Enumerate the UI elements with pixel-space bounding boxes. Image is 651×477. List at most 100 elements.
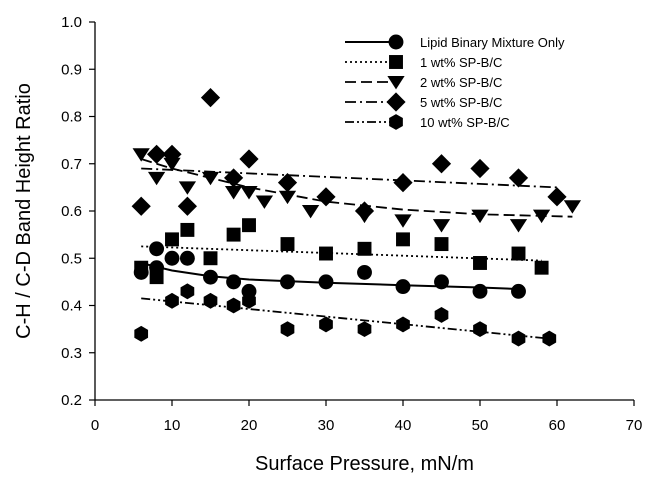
data-point xyxy=(203,292,218,309)
x-tick-label: 20 xyxy=(241,417,258,434)
data-point xyxy=(431,154,452,174)
data-point xyxy=(280,274,295,290)
data-point xyxy=(394,214,412,228)
data-point xyxy=(278,190,297,205)
data-point xyxy=(240,186,258,200)
trend-line xyxy=(141,167,558,189)
data-point xyxy=(508,168,529,188)
series-3 xyxy=(132,148,582,233)
legend-marker xyxy=(389,114,403,130)
data-point xyxy=(280,237,295,252)
data-point xyxy=(357,241,372,256)
data-point xyxy=(242,218,256,233)
x-tick-label: 40 xyxy=(395,417,412,434)
data-point xyxy=(134,260,149,275)
x-tick-label: 70 xyxy=(626,417,643,434)
x-tick-label: 60 xyxy=(549,417,566,434)
legend-marker xyxy=(386,92,406,112)
series-4 xyxy=(131,88,567,221)
data-point xyxy=(547,187,567,207)
legend-label: 2 wt% SP-B/C xyxy=(420,75,502,90)
data-point xyxy=(319,316,333,333)
data-point xyxy=(509,219,528,233)
data-point xyxy=(178,181,197,195)
legend-label: 5 wt% SP-B/C xyxy=(420,95,502,110)
data-point xyxy=(511,330,526,347)
data-point xyxy=(434,307,449,323)
data-point xyxy=(239,149,259,169)
plot-area xyxy=(94,22,634,401)
data-point xyxy=(563,200,582,214)
data-point xyxy=(226,297,241,314)
data-point xyxy=(242,292,256,309)
data-point xyxy=(180,283,195,300)
data-point xyxy=(147,144,167,164)
data-point xyxy=(396,232,410,247)
data-point xyxy=(201,171,220,186)
y-axis: 0.2 0.3 0.4 0.5 0.6 0.7 0.8 0.9 1.0 xyxy=(61,14,95,409)
data-point xyxy=(203,251,218,266)
data-point xyxy=(470,158,490,179)
data-point xyxy=(255,195,274,209)
data-point xyxy=(473,256,487,270)
y-tick-label: 0.6 xyxy=(61,203,82,220)
legend-marker xyxy=(387,75,405,90)
y-tick-label: 1.0 xyxy=(61,14,82,31)
data-point xyxy=(472,283,488,299)
data-point xyxy=(149,241,165,257)
x-tick-label: 10 xyxy=(164,417,181,434)
data-point xyxy=(316,187,336,207)
legend-entry: 5 wt% SP-B/C xyxy=(345,92,502,112)
data-point xyxy=(395,279,411,295)
series-2 xyxy=(134,218,549,285)
data-point xyxy=(165,292,179,309)
data-point xyxy=(393,173,413,193)
trend-line xyxy=(141,297,550,340)
data-point xyxy=(432,219,451,233)
data-point xyxy=(134,325,149,342)
data-point xyxy=(301,204,320,219)
data-point xyxy=(318,274,334,290)
x-tick-label: 50 xyxy=(472,417,489,434)
data-point xyxy=(434,237,449,252)
legend-label: Lipid Binary Mixture Only xyxy=(420,35,565,50)
data-point xyxy=(165,232,179,247)
x-tick-label: 0 xyxy=(91,417,99,434)
x-axis-title: Surface Pressure, mN/m xyxy=(255,453,474,475)
series-5 xyxy=(134,283,557,347)
x-tick-label: 30 xyxy=(318,417,335,434)
data-point xyxy=(132,148,150,162)
data-point xyxy=(542,330,557,347)
y-tick-label: 0.3 xyxy=(61,345,82,362)
data-point xyxy=(354,201,375,221)
data-point xyxy=(179,250,195,266)
trend-line xyxy=(140,158,573,218)
legend-entry: 2 wt% SP-B/C xyxy=(345,75,502,90)
series-1 xyxy=(133,241,526,299)
legend: Lipid Binary Mixture Only 1 wt% SP-B/C 2 w… xyxy=(345,34,565,130)
y-axis-title: C-H / C-D Band Height Ratio xyxy=(13,83,35,339)
data-point xyxy=(280,321,295,338)
legend-entry: Lipid Binary Mixture Only xyxy=(345,34,565,50)
legend-marker xyxy=(388,34,404,50)
data-point xyxy=(277,173,298,193)
data-point xyxy=(396,316,410,333)
data-point xyxy=(319,246,333,261)
data-point xyxy=(131,196,151,216)
data-point xyxy=(434,274,449,290)
data-point xyxy=(226,227,241,242)
data-point xyxy=(180,222,195,237)
y-tick-label: 0.9 xyxy=(61,61,82,78)
data-point xyxy=(200,88,221,108)
legend-entry: 1 wt% SP-B/C xyxy=(345,55,502,70)
legend-marker xyxy=(389,55,403,69)
y-tick-label: 0.5 xyxy=(61,250,82,267)
y-tick-label: 0.8 xyxy=(61,109,82,126)
data-point xyxy=(203,269,218,285)
legend-label: 10 wt% SP-B/C xyxy=(420,115,510,130)
data-point xyxy=(473,321,487,338)
x-axis: 0 10 20 30 40 50 60 70 xyxy=(91,400,643,434)
data-point xyxy=(357,264,372,280)
data-point xyxy=(177,196,197,216)
